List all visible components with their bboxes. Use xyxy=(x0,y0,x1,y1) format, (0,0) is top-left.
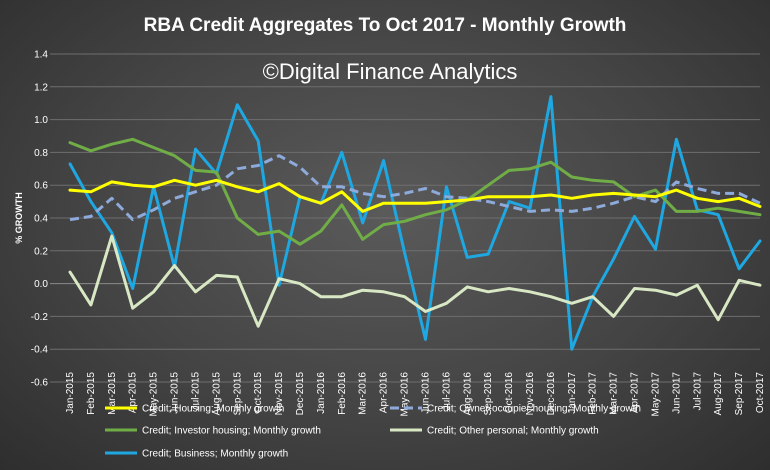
x-tick-label: Aug-2015 xyxy=(211,372,222,416)
y-tick-label: -0.6 xyxy=(31,378,49,389)
y-tick-label: -0.4 xyxy=(31,345,49,356)
y-axis-label: % GROWTH xyxy=(14,192,24,244)
x-tick-label: Jan-2016 xyxy=(316,372,327,414)
x-tick-label: Feb-2015 xyxy=(86,372,97,415)
y-tick-label: 0.0 xyxy=(34,279,48,290)
x-tick-label: Feb-2016 xyxy=(337,372,348,415)
x-tick-label: Oct-2017 xyxy=(755,372,766,414)
x-tick-label: Oct-2015 xyxy=(253,372,264,414)
series-line-1 xyxy=(69,154,761,222)
y-tick-label: 0.8 xyxy=(34,148,48,159)
gridlines xyxy=(50,53,760,383)
y-tick-label: 1.4 xyxy=(34,50,48,61)
x-tick-label: Apr-2016 xyxy=(379,372,390,414)
x-tick-label: May-2017 xyxy=(650,372,661,417)
x-tick-label: Sep-2016 xyxy=(483,372,494,416)
x-tick-label: Dec-2016 xyxy=(546,372,557,416)
x-axis-ticks: Jan-2015 Feb-2015 Mar-2015 Apr-2015 May-2015… xyxy=(65,372,766,417)
legend-label: Credit; Owner-occupier housing; Monthly … xyxy=(427,404,641,415)
x-tick-label: Sep-2017 xyxy=(734,372,745,416)
y-tick-label: -0.2 xyxy=(31,312,49,323)
series-lines xyxy=(68,95,762,351)
x-tick-label: Aug-2016 xyxy=(462,372,473,416)
x-tick-label: Dec-2015 xyxy=(295,372,306,416)
x-tick-label: Jun-2016 xyxy=(420,372,431,414)
y-tick-label: 1.2 xyxy=(34,82,48,93)
legend-label: Credit; Investor housing; Monthly growth xyxy=(142,426,321,437)
x-tick-label: Oct-2016 xyxy=(504,372,515,414)
y-tick-label: 0.6 xyxy=(34,181,48,192)
series-line-0 xyxy=(68,178,762,213)
x-tick-label: Apr-2015 xyxy=(128,372,139,414)
series-line-4 xyxy=(68,95,762,351)
x-tick-label: Jan-2015 xyxy=(65,372,76,414)
legend-label: Credit; Other personal; Monthly growth xyxy=(427,426,599,437)
x-tick-label: Feb-2017 xyxy=(588,372,599,415)
x-tick-label: Mar-2017 xyxy=(609,372,620,415)
x-tick-label: Jan-2017 xyxy=(567,372,578,414)
x-tick-label: Mar-2016 xyxy=(358,372,369,415)
series-line-2 xyxy=(68,137,762,246)
x-tick-label: Nov-2016 xyxy=(525,372,536,416)
x-tick-label: Sep-2015 xyxy=(232,372,243,416)
y-tick-label: 0.4 xyxy=(34,214,48,225)
x-tick-label: Jun-2015 xyxy=(170,372,181,414)
x-tick-label: Mar-2015 xyxy=(107,372,118,415)
x-tick-label: Nov-2015 xyxy=(274,372,285,416)
legend: Credit; Housing; Monthly growth Credit; O… xyxy=(105,404,641,460)
x-tick-label: Jul-2016 xyxy=(441,372,452,411)
y-axis-ticks: -0.6 -0.4 -0.2 0.0 0.2 0.4 0.6 0.8 1.0 1.2 1.4 xyxy=(31,50,49,389)
x-tick-label: Aug-2017 xyxy=(713,372,724,416)
chart-title: RBA Credit Aggregates To Oct 2017 - Mont… xyxy=(144,15,627,36)
y-tick-label: 0.2 xyxy=(34,246,48,257)
legend-label: Credit; Business; Monthly growth xyxy=(142,449,288,460)
x-tick-label: May-2015 xyxy=(149,372,160,417)
watermark-text: ©Digital Finance Analytics xyxy=(263,59,518,84)
x-tick-label: Apr-2017 xyxy=(630,372,641,414)
x-tick-label: Jul-2015 xyxy=(190,372,201,411)
legend-label: Credit; Housing; Monthly growth xyxy=(142,404,284,415)
x-tick-label: Jun-2017 xyxy=(671,372,682,414)
y-tick-label: 1.0 xyxy=(34,115,48,126)
x-tick-label: May-2016 xyxy=(400,372,411,417)
x-tick-label: Jul-2017 xyxy=(692,372,703,411)
series-line-3 xyxy=(68,234,762,328)
